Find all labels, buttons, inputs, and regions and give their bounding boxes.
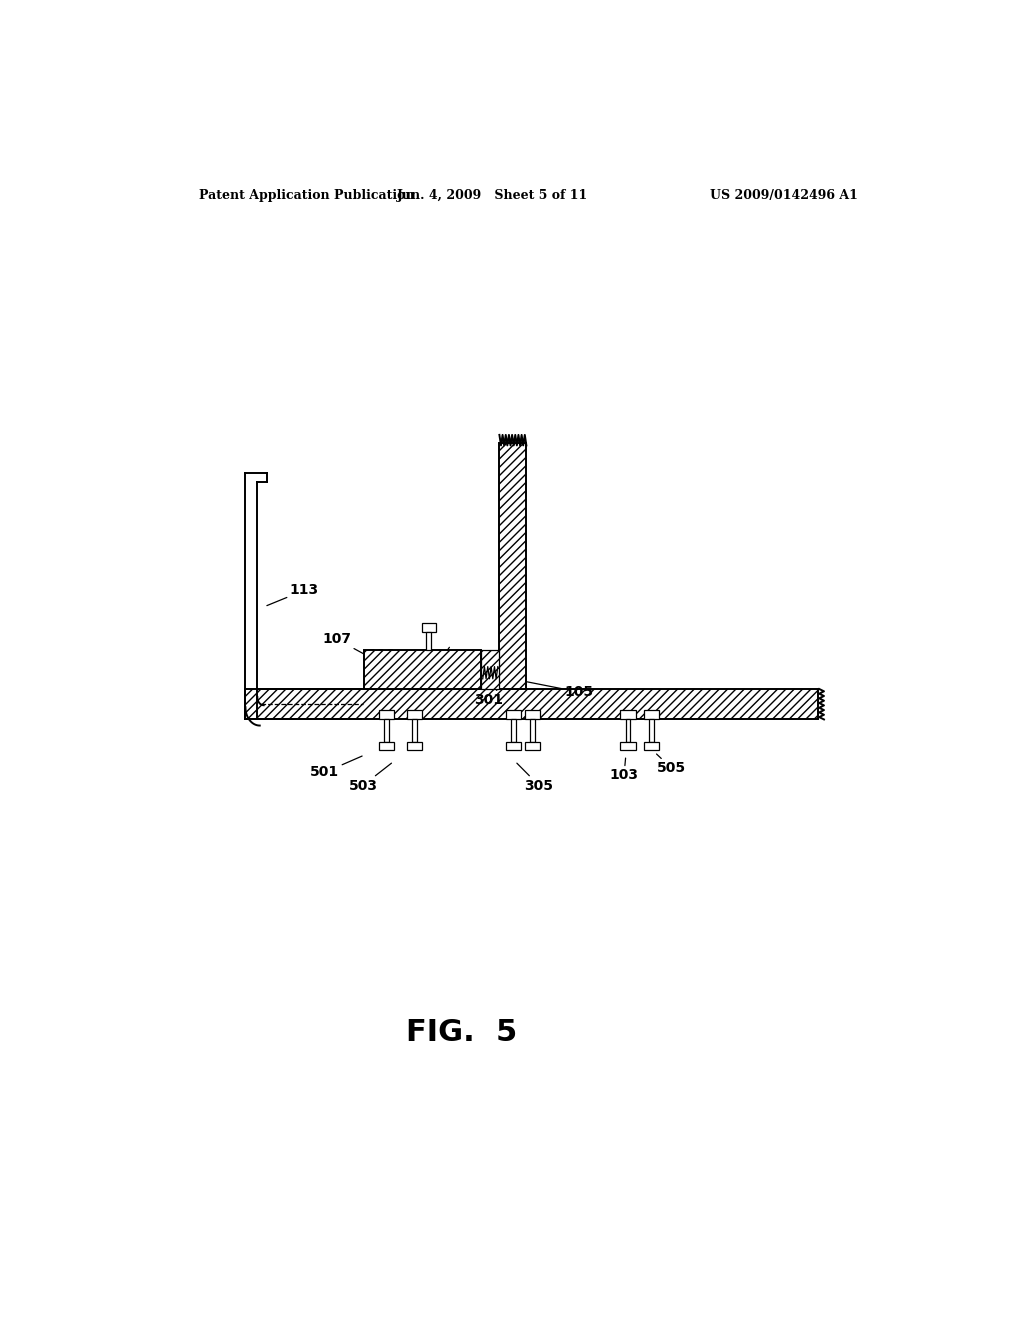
Text: 203: 203 — [429, 647, 458, 664]
Text: 503: 503 — [348, 763, 391, 792]
Text: 205: 205 — [431, 652, 460, 677]
Bar — [525, 742, 541, 750]
Bar — [422, 623, 435, 632]
Text: 107: 107 — [323, 632, 369, 656]
Bar — [506, 710, 521, 719]
Bar — [412, 719, 417, 742]
Text: 113: 113 — [267, 583, 318, 606]
Bar — [246, 689, 818, 719]
Bar — [365, 651, 481, 689]
Bar — [644, 710, 659, 719]
Bar — [426, 632, 431, 651]
Bar — [621, 742, 636, 750]
Bar — [379, 710, 394, 719]
Text: 111: 111 — [368, 648, 410, 663]
Bar — [626, 719, 631, 742]
Bar — [407, 710, 422, 719]
Bar — [525, 710, 541, 719]
Bar — [384, 719, 389, 742]
Text: Jun. 4, 2009   Sheet 5 of 11: Jun. 4, 2009 Sheet 5 of 11 — [397, 189, 589, 202]
Text: US 2009/0142496 A1: US 2009/0142496 A1 — [711, 189, 858, 202]
Bar — [379, 742, 394, 750]
Text: 105: 105 — [527, 682, 593, 700]
Bar — [481, 651, 500, 689]
Text: 505: 505 — [656, 754, 686, 775]
Text: 301: 301 — [474, 686, 503, 708]
Text: 103: 103 — [609, 758, 639, 783]
Bar — [506, 742, 521, 750]
Text: 305: 305 — [517, 763, 554, 792]
Text: FIG.  5: FIG. 5 — [406, 1018, 517, 1047]
Text: 501: 501 — [310, 756, 362, 779]
Bar — [530, 719, 536, 742]
Bar — [644, 742, 659, 750]
Bar — [621, 710, 636, 719]
Bar — [511, 719, 516, 742]
Bar — [407, 742, 422, 750]
Bar — [649, 719, 654, 742]
Bar — [500, 444, 526, 689]
Text: Patent Application Publication: Patent Application Publication — [200, 189, 415, 202]
